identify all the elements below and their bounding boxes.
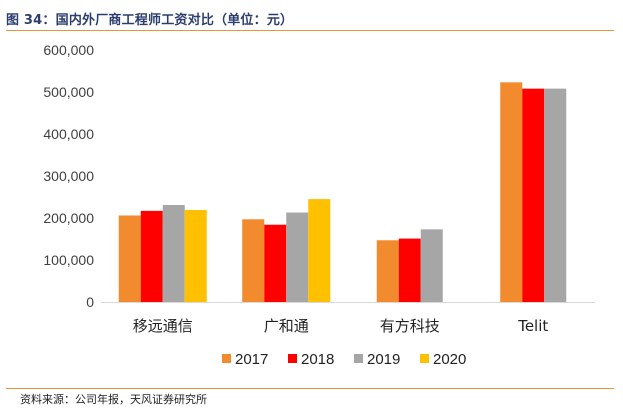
x-category-label: Telit: [517, 317, 548, 335]
bar: [286, 212, 309, 302]
bar: [522, 88, 545, 302]
bar: [140, 210, 163, 302]
y-tick-label: 0: [86, 294, 94, 310]
source-note: 资料来源：公司年报，天风证券研究所: [20, 393, 207, 406]
legend-swatch: [420, 354, 429, 363]
legend-swatch: [354, 354, 363, 363]
y-tick-label: 400,000: [43, 126, 94, 142]
bar-chart: 0 100,000 200,000 300,000 400,000 500,000 600,…: [43, 42, 595, 368]
legend-swatch: [222, 354, 231, 363]
legend-label: 2019: [367, 351, 400, 368]
y-tick-label: 200,000: [43, 210, 94, 226]
footer-rule: [6, 388, 614, 389]
y-tick-label: 500,000: [43, 84, 94, 100]
bar: [544, 88, 567, 302]
y-tick-label: 100,000: [43, 252, 94, 268]
bar: [118, 215, 141, 302]
y-tick-label: 300,000: [43, 168, 94, 184]
x-category-label: 有方科技: [380, 317, 440, 335]
legend-swatch: [288, 354, 297, 363]
bar: [264, 224, 287, 302]
legend-label: 2017: [235, 351, 268, 368]
x-category-label: 移远通信: [133, 317, 193, 335]
bar: [376, 240, 399, 302]
bar: [308, 199, 331, 302]
y-tick-label: 600,000: [43, 42, 94, 58]
figure-title: 图 34：国内外厂商工程师工资对比（单位：元）: [6, 13, 294, 28]
bar: [184, 210, 207, 302]
bar: [420, 229, 443, 302]
x-category-label: 广和通: [264, 317, 309, 335]
bar: [500, 82, 523, 302]
bar: [398, 238, 421, 302]
bar: [162, 204, 185, 302]
legend-label: 2018: [301, 351, 334, 368]
title-rule: [6, 30, 614, 31]
legend-label: 2020: [433, 351, 466, 368]
bar: [242, 219, 265, 302]
